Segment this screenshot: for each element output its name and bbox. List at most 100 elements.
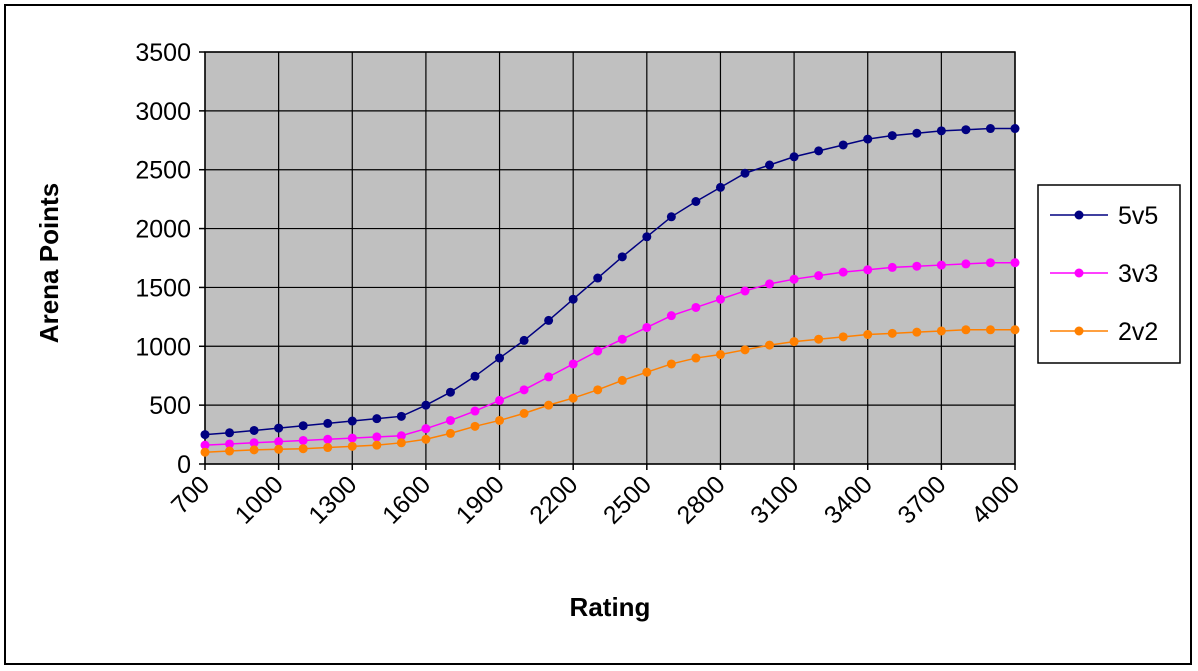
data-point (372, 414, 382, 424)
data-point (593, 273, 603, 283)
series-line (204, 127, 1015, 436)
y-tick-label: 3000 (135, 98, 191, 126)
y-tick-label: 1500 (135, 274, 191, 302)
data-point (863, 265, 873, 275)
data-point (372, 440, 382, 450)
legend-item-5v5: 5v5 (1050, 202, 1158, 230)
legend-item-3v3: 3v3 (1050, 260, 1158, 288)
data-point (347, 433, 357, 443)
legend-marker (1074, 268, 1084, 278)
data-point (323, 418, 333, 428)
data-point (642, 322, 652, 332)
data-point (1010, 325, 1020, 335)
data-point (495, 353, 505, 363)
x-tick-label: 700 (166, 470, 215, 519)
data-point (470, 421, 480, 431)
data-point (814, 334, 824, 344)
data-point (298, 444, 308, 454)
data-point (445, 387, 455, 397)
data-point (887, 328, 897, 338)
data-point (936, 126, 946, 136)
data-point (470, 406, 480, 416)
x-tick-labels: 700 1000 1300 1600 1900 2200 2500 2800 3100 3400 3… (166, 470, 1025, 529)
data-point (887, 262, 897, 272)
data-point (838, 140, 848, 150)
plot-border (204, 51, 1016, 465)
y-tick-label: 500 (149, 392, 191, 420)
legend-label: 5v5 (1118, 202, 1158, 230)
data-point (617, 334, 627, 344)
data-point (789, 337, 799, 347)
data-point (789, 152, 799, 162)
data-point (838, 267, 848, 277)
legend-label: 3v3 (1118, 260, 1158, 288)
data-point (200, 447, 210, 457)
data-point (495, 395, 505, 405)
data-point (666, 359, 676, 369)
data-point (715, 294, 725, 304)
y-tick-label: 2500 (135, 157, 191, 185)
data-point (814, 146, 824, 156)
data-point (617, 375, 627, 385)
x-tick-label: 2800 (672, 470, 731, 529)
data-point (740, 168, 750, 178)
y-axis-title: Arena Points (34, 183, 64, 343)
data-point (617, 252, 627, 262)
series-line (204, 329, 1015, 453)
data-point (863, 330, 873, 340)
data-point (225, 446, 235, 456)
data-point (495, 415, 505, 425)
data-point (912, 261, 922, 271)
y-tick-label: 2000 (135, 216, 191, 244)
data-point (666, 212, 676, 222)
data-point (593, 346, 603, 356)
data-point (519, 408, 529, 418)
data-point (274, 437, 284, 447)
x-tick-label: 4000 (966, 470, 1025, 529)
data-point (249, 438, 259, 448)
data-point (961, 325, 971, 335)
data-point (691, 196, 701, 206)
x-tick-label: 2500 (598, 470, 657, 529)
data-point (445, 428, 455, 438)
data-point (985, 258, 995, 268)
x-tick-label: 1600 (377, 470, 436, 529)
data-point (765, 340, 775, 350)
x-tick-label: 3700 (892, 470, 951, 529)
y-tick-label: 3500 (135, 39, 191, 67)
data-point (765, 160, 775, 170)
data-point (298, 421, 308, 431)
legend-marker (1074, 210, 1084, 220)
data-point (249, 425, 259, 435)
data-point (691, 302, 701, 312)
y-tick-label: 1000 (135, 333, 191, 361)
data-point (912, 128, 922, 138)
legend-box (1037, 184, 1181, 364)
data-point (544, 372, 554, 382)
data-point (568, 294, 578, 304)
data-point (396, 431, 406, 441)
data-point (666, 311, 676, 321)
data-point (225, 428, 235, 438)
data-point (323, 434, 333, 444)
data-point (985, 124, 995, 134)
data-point (1010, 124, 1020, 134)
data-point (544, 400, 554, 410)
data-point (200, 430, 210, 440)
data-point (740, 286, 750, 296)
legend-item-2v2: 2v2 (1050, 318, 1158, 346)
data-point (985, 325, 995, 335)
series-2v2 (200, 325, 1020, 457)
data-point (372, 432, 382, 442)
x-tick-label: 1300 (303, 470, 362, 529)
x-tick-label: 1000 (230, 470, 289, 529)
axes (199, 51, 1016, 470)
data-point (519, 335, 529, 345)
data-point (838, 332, 848, 342)
data-point (396, 438, 406, 448)
data-point (593, 385, 603, 395)
data-point (887, 131, 897, 141)
x-axis-title: Rating (570, 592, 651, 622)
data-point (936, 326, 946, 336)
